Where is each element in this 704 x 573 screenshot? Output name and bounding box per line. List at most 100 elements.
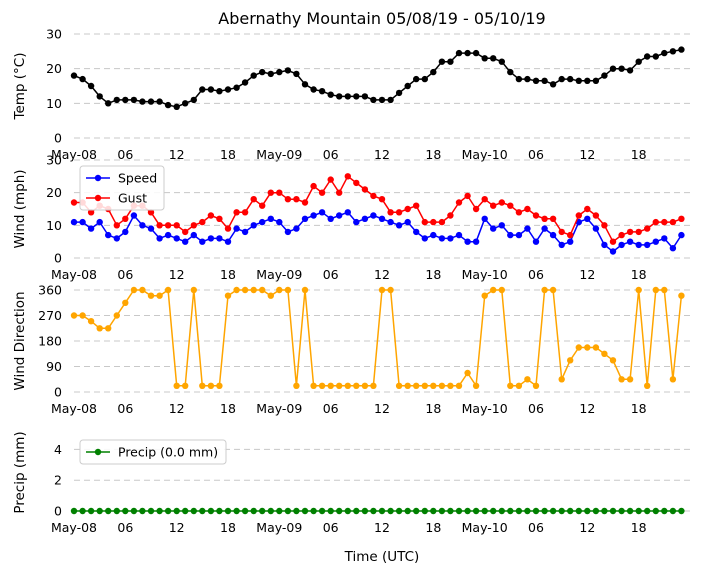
- wind-speed-point: [498, 222, 505, 229]
- direction-direction-point: [318, 382, 326, 389]
- precip-precip-0-0-mm-point: [147, 507, 155, 515]
- direction-y-axis-label: Wind Direction: [12, 291, 28, 390]
- direction-xtick-label: 06: [323, 401, 339, 416]
- wind-gust-point: [70, 199, 78, 206]
- wind-gust-point: [259, 202, 266, 209]
- temp-temp-point: [661, 49, 668, 57]
- precip-precip-0-0-mm-point: [464, 507, 471, 515]
- wind-speed-point: [395, 222, 403, 229]
- temp-temp-point: [592, 77, 600, 85]
- wind-speed-point: [267, 215, 274, 222]
- wind-gust-point: [87, 209, 95, 216]
- precip-precip-0-0-mm-point: [481, 507, 488, 515]
- temp-temp-point: [79, 75, 86, 83]
- wind-gust-point: [669, 218, 677, 226]
- temp-temp-point: [584, 77, 591, 85]
- precip-precip-0-0-mm-point: [678, 507, 685, 515]
- wind-speed-point: [241, 228, 249, 236]
- temp-temp-point: [635, 58, 642, 65]
- direction-direction-point: [361, 382, 369, 389]
- wind-speed-point: [164, 231, 172, 239]
- precip-precip-0-0-mm-point: [267, 507, 274, 515]
- direction-direction-point: [207, 382, 215, 389]
- temp-temp-point: [438, 58, 446, 65]
- wind-speed-point: [301, 215, 309, 222]
- wind-speed-point: [233, 225, 240, 232]
- direction-direction-point: [113, 312, 121, 319]
- precip-precip-0-0-mm-point: [669, 507, 677, 515]
- wind-speed-point: [592, 225, 600, 232]
- wind-speed-point: [259, 218, 266, 226]
- direction-direction-point: [430, 382, 437, 389]
- temp-temp-point: [515, 75, 523, 83]
- wind-ytick-label: 30: [46, 153, 62, 168]
- temp-temp-point: [130, 96, 138, 104]
- wind-gust-point: [361, 186, 369, 193]
- precip-precip-0-0-mm-point: [327, 507, 334, 515]
- direction-direction-point: [661, 286, 668, 294]
- precip-xtick-label: 18: [631, 520, 647, 535]
- direction-direction-point: [276, 286, 283, 294]
- precip-precip-0-0-mm-point: [524, 507, 531, 515]
- temp-temp-point: [87, 82, 95, 90]
- wind-speed-point: [378, 215, 386, 222]
- precip-precip-0-0-mm-point: [558, 507, 565, 515]
- precip-precip-0-0-mm-point: [601, 507, 608, 515]
- precip-xtick-label: 06: [117, 520, 133, 535]
- precip-xtick-label: May-08: [51, 520, 97, 535]
- temp-temp-point: [139, 98, 146, 105]
- temp-temp-point: [481, 55, 488, 62]
- precip-precip-0-0-mm-point: [447, 507, 454, 515]
- precip-precip-0-0-mm-point: [567, 507, 574, 515]
- temp-temp-point: [190, 96, 197, 104]
- temp-xtick-label: May-10: [462, 147, 508, 162]
- wind-speed-point: [156, 235, 163, 242]
- wind-speed-point: [481, 215, 488, 222]
- temp-temp-point: [430, 68, 437, 76]
- wind-speed-point: [524, 225, 531, 232]
- wind-gust-point: [541, 215, 548, 222]
- direction-direction-point: [618, 376, 625, 383]
- precip-xtick-label: May-09: [256, 520, 302, 535]
- wind-gust-point: [147, 209, 155, 216]
- temp-temp-point: [70, 72, 78, 79]
- direction-direction-point: [353, 382, 360, 389]
- wind-gust-point: [652, 218, 659, 226]
- wind-speed-point: [447, 235, 454, 242]
- wind-gust-point: [293, 196, 300, 203]
- direction-ytick-label: 180: [38, 334, 62, 349]
- direction-direction-point: [156, 292, 163, 299]
- wind-gust-point: [490, 202, 497, 209]
- temp-temp-point: [395, 89, 403, 97]
- precip-xtick-label: 18: [425, 520, 441, 535]
- precip-precip-0-0-mm-point: [156, 507, 163, 515]
- precip-precip-0-0-mm-point: [233, 507, 240, 515]
- wind-speed-point: [472, 238, 480, 245]
- precip-precip-0-0-mm-point: [96, 507, 103, 515]
- wind-gust-point: [507, 202, 514, 209]
- precip-precip-0-0-mm-point: [199, 507, 206, 515]
- direction-direction-point: [481, 292, 488, 299]
- direction-direction-point: [549, 286, 557, 294]
- wind-speed-point: [79, 218, 86, 226]
- wind-gust-point: [447, 212, 454, 219]
- wind-speed-point: [532, 238, 540, 245]
- precip-precip-0-0-mm-point: [644, 507, 651, 515]
- wind-gust-point: [122, 215, 129, 222]
- wind-speed-point: [644, 241, 651, 249]
- wind-speed-point: [276, 218, 283, 226]
- temp-temp-point: [370, 96, 377, 104]
- wind-legend: Speed Gust: [79, 165, 165, 211]
- wind-xtick-label: 06: [117, 267, 133, 282]
- temp-temp-point: [224, 86, 232, 93]
- precip-precip-0-0-mm-point: [584, 507, 591, 515]
- direction-direction-point: [378, 286, 386, 294]
- precip-precip-0-0-mm-point: [430, 507, 437, 515]
- wind-gust-point: [481, 196, 488, 203]
- wind-speed-point: [601, 241, 608, 249]
- direction-ytick-label: 360: [38, 283, 62, 298]
- wind-speed-point: [387, 218, 394, 226]
- direction-direction-point: [173, 382, 180, 389]
- precip-precip-0-0-mm-point: [507, 507, 514, 515]
- precip-xtick-label: 12: [374, 520, 390, 535]
